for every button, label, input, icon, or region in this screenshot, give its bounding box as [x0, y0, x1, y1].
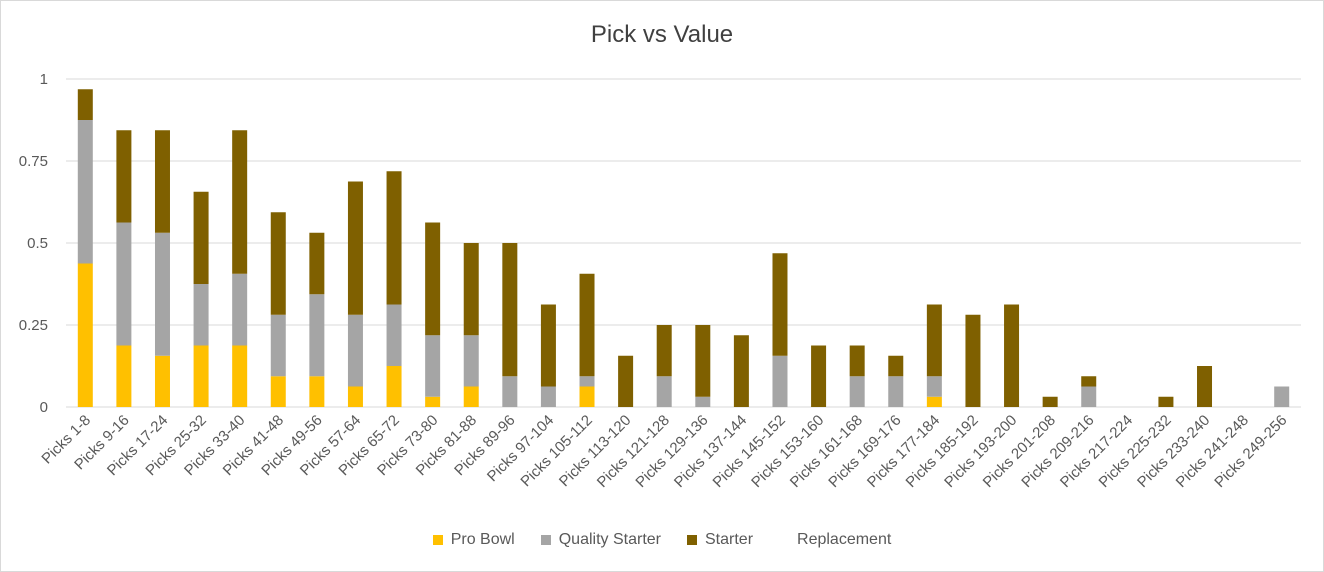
bar-segment: [309, 232, 325, 295]
bar-segment: [772, 253, 788, 356]
legend-item: Replacement: [779, 531, 891, 549]
legend-item: Pro Bowl: [432, 531, 515, 549]
bar-segment: [1158, 396, 1174, 407]
bar-segment: [772, 355, 788, 407]
legend-label: Pro Bowl: [450, 531, 515, 548]
bar-segment: [270, 314, 286, 377]
bar-segment: [926, 396, 942, 407]
bar-segment: [347, 181, 363, 315]
legend-item: Starter: [687, 531, 753, 549]
bar-segment: [926, 304, 942, 377]
bar-segment: [116, 130, 132, 223]
bar-segment: [425, 222, 441, 336]
bar-segment: [232, 273, 248, 346]
legend-swatch: [540, 535, 551, 545]
bar-segment: [926, 376, 942, 397]
bar-segment: [811, 345, 827, 407]
bar-segment: [154, 355, 170, 407]
bar-segment: [579, 376, 595, 387]
bar-segment: [1197, 366, 1213, 407]
bar-segment: [309, 376, 325, 407]
bar-segment: [193, 191, 209, 284]
bar-segment: [1042, 396, 1058, 407]
bar-segment: [965, 314, 981, 407]
bar-segment: [386, 366, 402, 407]
bar-segment: [154, 232, 170, 356]
bar-segment: [347, 386, 363, 407]
bar-segment: [695, 325, 711, 397]
bar-segment: [888, 376, 904, 407]
bar-segment: [116, 222, 132, 346]
bar-segment: [1274, 386, 1290, 407]
bar-segment: [193, 345, 209, 407]
bar-segment: [733, 335, 749, 407]
bar-segment: [540, 386, 556, 407]
bar-segment: [270, 376, 286, 407]
legend-swatch: [687, 535, 697, 545]
bar-segment: [77, 263, 93, 407]
bar-segment: [849, 345, 865, 377]
bar-segment: [502, 376, 518, 407]
bar-segment: [656, 325, 672, 377]
bar-segment: [425, 335, 441, 397]
bar-segment: [618, 355, 634, 407]
bar-segment: [1004, 304, 1020, 407]
bar-segment: [154, 130, 170, 233]
bar-segment: [425, 396, 441, 407]
bar-segment: [502, 243, 518, 377]
bar-segment: [656, 376, 672, 407]
bar-segment: [309, 294, 325, 377]
chart-title: Pick vs Value: [590, 21, 734, 48]
y-tick-label: 1: [40, 71, 48, 88]
bar-segment: [1081, 386, 1097, 407]
legend-swatch: [432, 535, 443, 545]
legend-label: Starter: [705, 531, 754, 548]
bar-segment: [270, 212, 286, 315]
chart-legend: Pro Bowl Quality Starter Starter Replacemen…: [1, 531, 1323, 549]
bar-segment: [232, 345, 248, 407]
bar-segment: [463, 243, 479, 336]
bar-segment: [579, 386, 595, 407]
legend-label: Quality Starter: [558, 531, 661, 548]
bar-segment: [579, 273, 595, 377]
bar-segment: [695, 396, 711, 407]
y-tick-label: 0.25: [19, 317, 48, 334]
bar-segment: [232, 130, 248, 274]
y-tick-label: 0: [40, 399, 48, 416]
bar-segment: [849, 376, 865, 407]
bar-segment: [463, 386, 479, 407]
bar-segment: [193, 284, 209, 346]
y-tick-label: 0.75: [19, 153, 48, 170]
bar-segment: [463, 335, 479, 387]
bar-segment: [347, 314, 363, 387]
bar-segment: [386, 304, 402, 366]
bar-segment: [77, 120, 93, 264]
bar-segment: [888, 355, 904, 377]
y-tick-label: 0.5: [27, 235, 48, 252]
legend-item: Quality Starter: [540, 531, 661, 549]
legend-swatch: [779, 535, 790, 545]
bar-segment: [77, 89, 93, 120]
bar-segment: [1081, 376, 1097, 387]
bar-segment: [386, 171, 402, 305]
bar-segment: [540, 304, 556, 387]
bar-segment: [116, 345, 132, 407]
legend-label: Replacement: [797, 531, 892, 548]
